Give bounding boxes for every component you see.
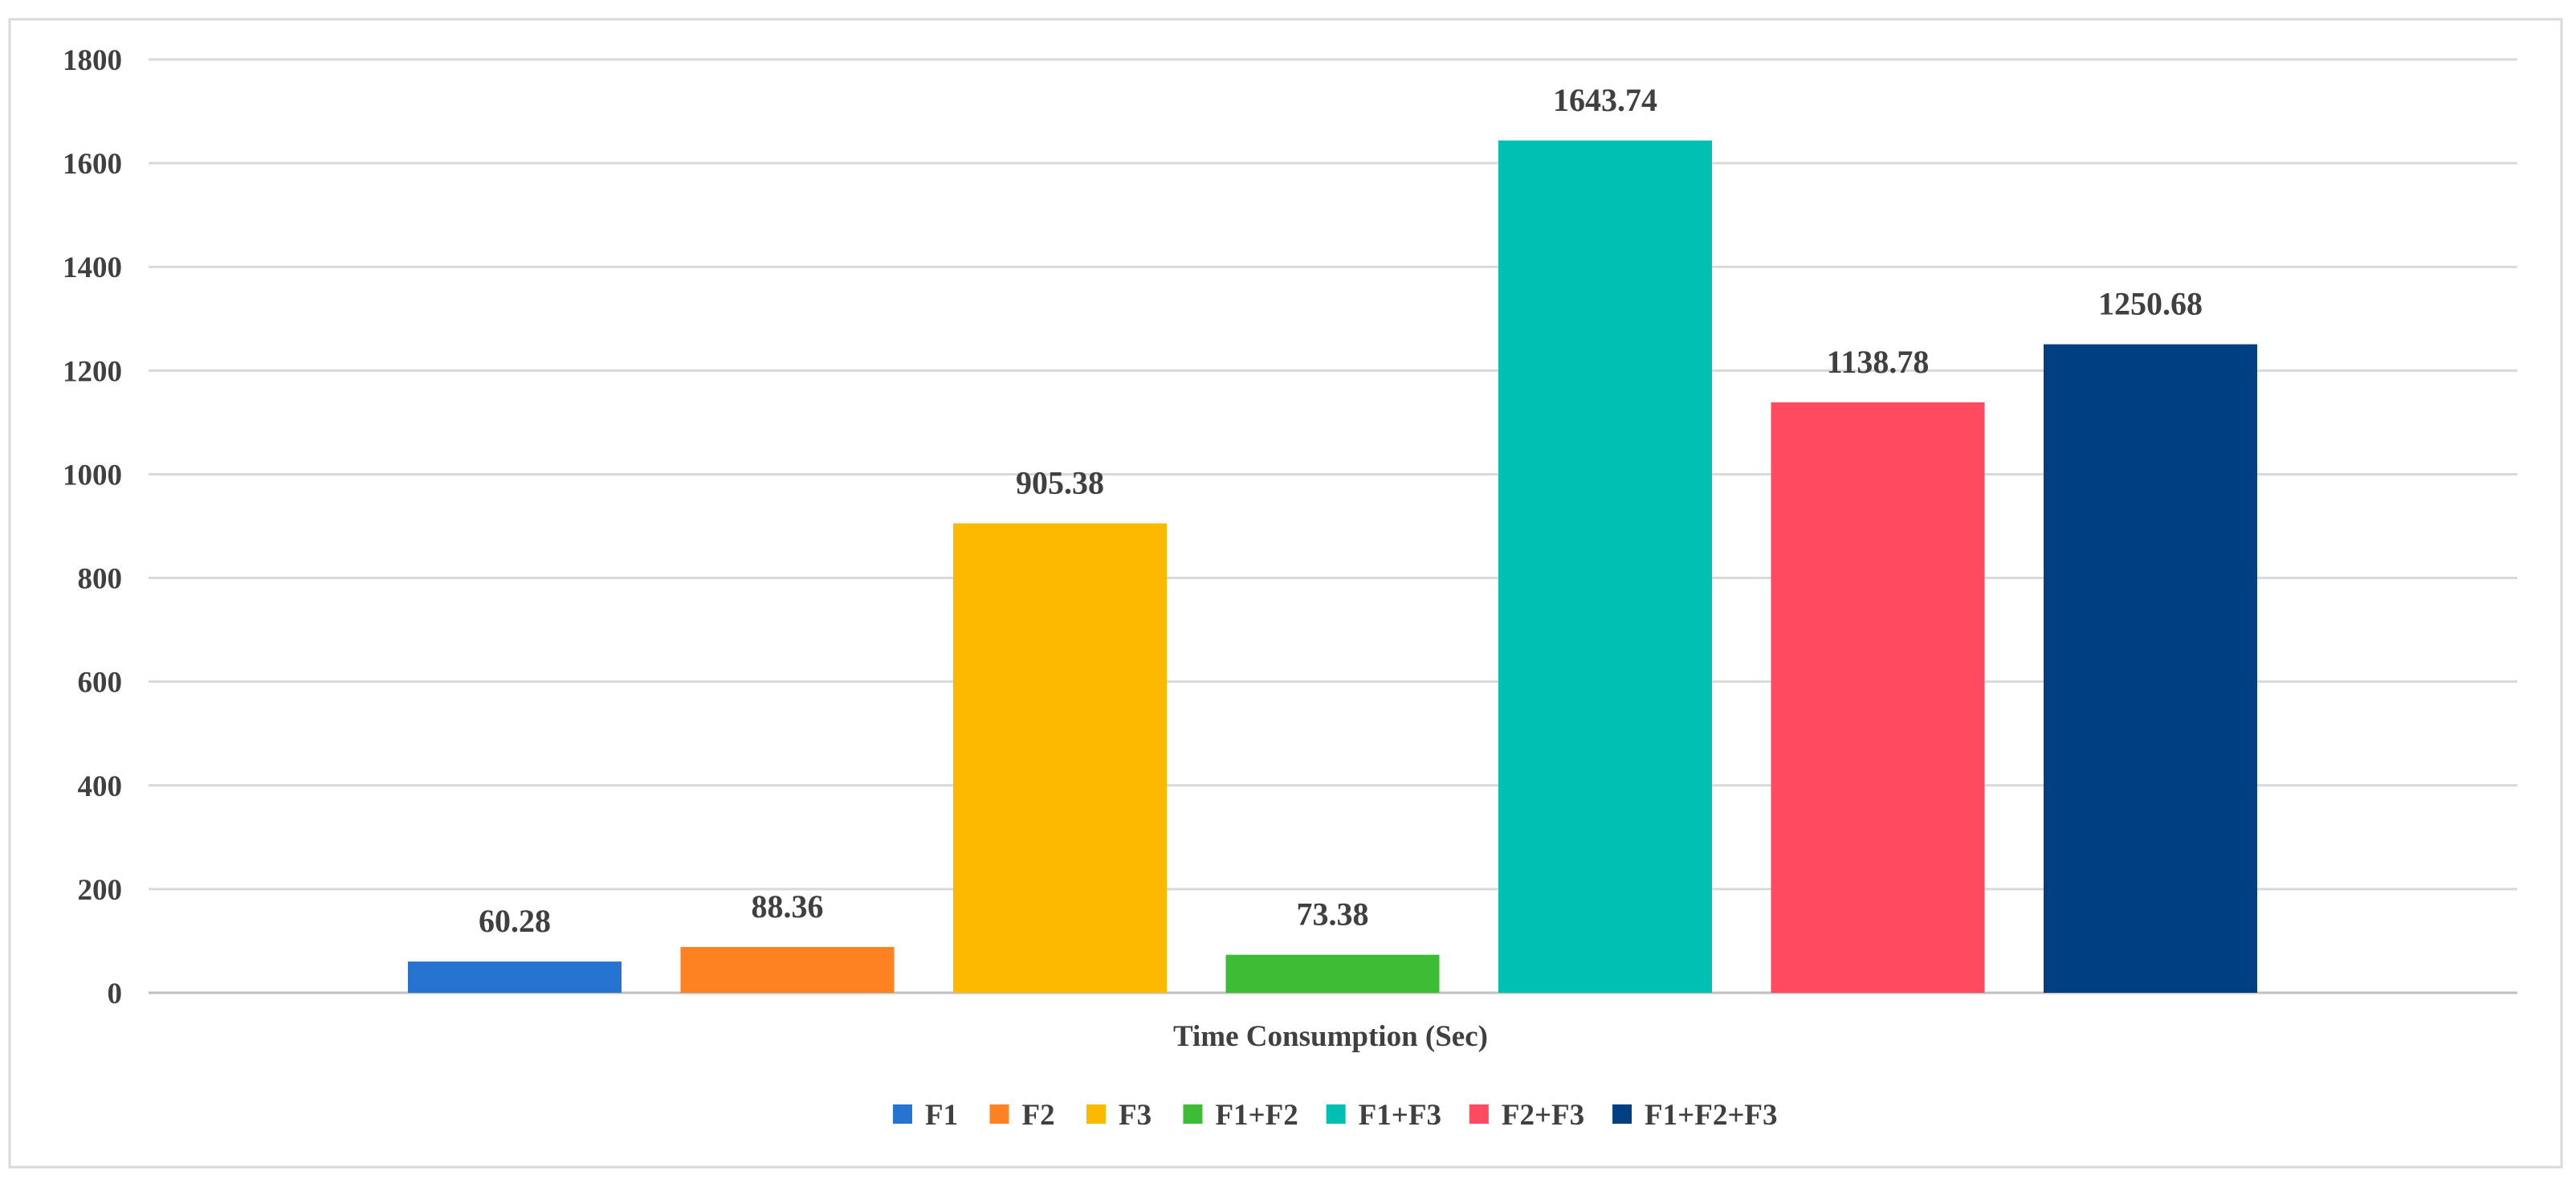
bar-f2 (680, 946, 895, 993)
legend-label: F3 (1119, 1099, 1151, 1132)
data-labels: 60.28 88.36 905.38 73.38 1643.74 1138.78 1250.… (479, 82, 2203, 939)
bar-f1-plus-f3 (1498, 140, 1712, 993)
y-tick-label: 0 (108, 978, 123, 1010)
data-label: 88.36 (752, 888, 824, 925)
y-tick-label: 1200 (63, 355, 122, 388)
y-tick-label: 1800 (63, 44, 122, 77)
bar-f3 (953, 523, 1167, 993)
legend-swatch (1086, 1104, 1106, 1124)
y-tick-label: 800 (78, 563, 123, 596)
y-tick-label: 1000 (63, 459, 122, 492)
data-label: 1250.68 (2098, 286, 2203, 322)
y-tick-label: 1400 (63, 251, 122, 284)
bars (408, 140, 2257, 993)
legend-swatch (1183, 1104, 1203, 1124)
bar-f2-plus-f3 (1771, 402, 1985, 993)
y-tick-label: 600 (78, 667, 123, 700)
bar-f1 (408, 961, 622, 993)
y-tick-label: 200 (78, 874, 123, 907)
data-label: 73.38 (1297, 896, 1369, 933)
data-label: 905.38 (1016, 465, 1104, 501)
x-axis-title: Time Consumption (Sec) (1173, 1020, 1488, 1053)
legend-label: F2 (1022, 1099, 1055, 1132)
legend: F1 F2 F3 F1+F2 F1+F3 F2+F3 F1+F2+F3 (893, 1099, 1778, 1132)
data-label: 1643.74 (1553, 82, 1657, 118)
y-axis: 0 200 400 600 800 1000 1200 1400 1600 1800 (63, 44, 122, 1010)
legend-swatch (989, 1104, 1009, 1124)
legend-label: F1+F2 (1215, 1099, 1298, 1132)
y-tick-label: 400 (78, 770, 123, 803)
legend-label: F1 (925, 1099, 958, 1132)
legend-swatch (1469, 1104, 1489, 1124)
bar-f1-plus-f2 (1225, 954, 1440, 993)
data-label: 1138.78 (1827, 344, 1930, 380)
legend-swatch (893, 1104, 913, 1124)
y-tick-label: 1600 (63, 148, 122, 181)
legend-label: F2+F3 (1502, 1099, 1584, 1132)
legend-label: F1+F2+F3 (1645, 1099, 1777, 1132)
legend-swatch (1612, 1104, 1632, 1124)
bar-f1-plus-f2-plus-f3 (2044, 344, 2257, 993)
legend-swatch (1326, 1104, 1346, 1124)
data-label: 60.28 (479, 903, 551, 939)
legend-label: F1+F3 (1359, 1099, 1441, 1132)
